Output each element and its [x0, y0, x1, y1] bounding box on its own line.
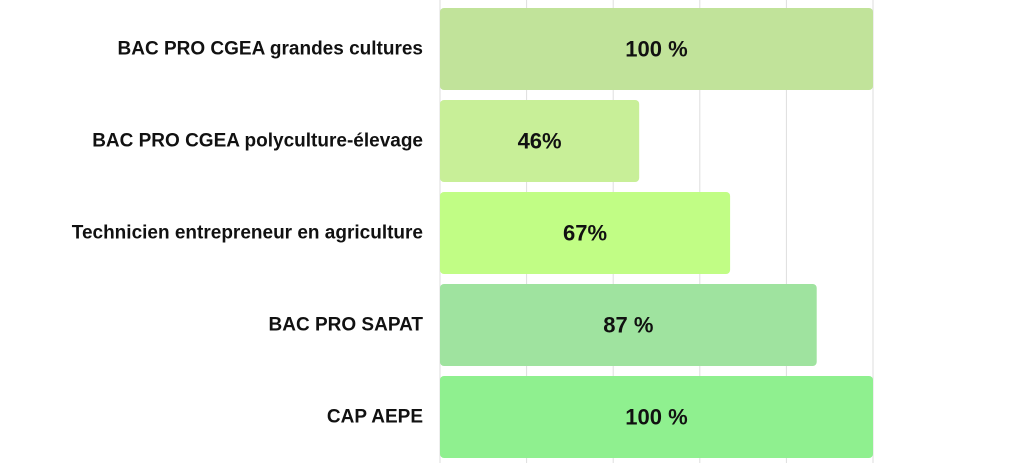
- bar: [440, 192, 731, 274]
- bar: [440, 100, 640, 182]
- bar: [440, 284, 817, 366]
- category-label: BAC PRO SAPAT: [269, 315, 424, 336]
- data-label: 67%: [563, 221, 607, 246]
- category-label: BAC PRO CGEA grandes cultures: [118, 39, 423, 60]
- data-label: 100 %: [625, 405, 687, 430]
- category-label: BAC PRO CGEA polyculture-élevage: [92, 131, 423, 152]
- bar: [440, 376, 873, 458]
- data-label: 100 %: [625, 37, 687, 62]
- bars: [440, 8, 873, 458]
- data-labels: 100 % 46% 67% 87 % 100 %: [518, 37, 688, 430]
- data-label: 87 %: [603, 313, 653, 338]
- category-labels: BAC PRO CGEA grandes cultures BAC PRO CGE…: [72, 39, 424, 428]
- data-label: 46%: [518, 129, 562, 154]
- bar: [440, 8, 873, 90]
- category-label: Technicien entrepreneur en agriculture: [72, 223, 423, 244]
- category-label: CAP AEPE: [327, 407, 423, 428]
